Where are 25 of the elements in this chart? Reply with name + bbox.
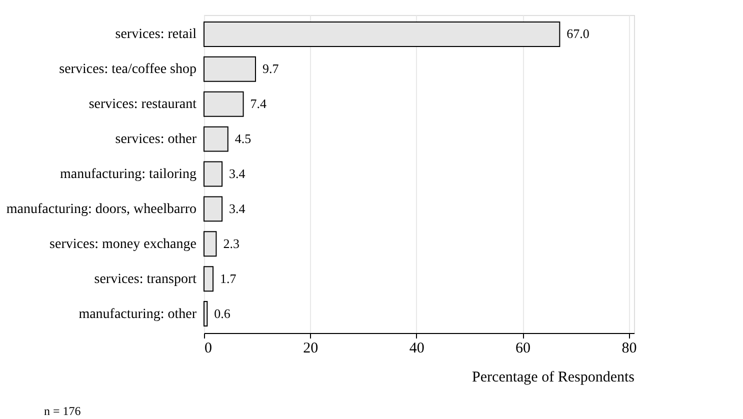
y-tick-label: services: other bbox=[115, 132, 197, 148]
y-tick-label: services: tea/coffee shop bbox=[59, 62, 196, 78]
data-label: 4.5 bbox=[234, 131, 252, 146]
x-tick-label: 80 bbox=[622, 340, 637, 356]
y-tick-label: manufacturing: other bbox=[78, 306, 197, 322]
data-label: 3.4 bbox=[229, 166, 246, 181]
data-label: 7.4 bbox=[250, 96, 268, 112]
x-tick-label: 20 bbox=[303, 340, 318, 356]
data-label: 2.3 bbox=[223, 236, 240, 251]
y-tick-label: services: money exchange bbox=[50, 236, 196, 252]
y-tick-label: services: restaurant bbox=[88, 97, 197, 112]
text: n = 176 bbox=[44, 404, 81, 418]
y-tick-label: manufacturing: tailoring bbox=[60, 167, 196, 182]
data-label: 0.6 bbox=[214, 306, 231, 321]
y-tick-label: manufacturing: doors, wheelbarro bbox=[6, 202, 196, 217]
x-tick-label: 60 bbox=[516, 340, 531, 356]
y-tick-label: services: retail bbox=[115, 27, 197, 42]
data-label: 67.0 bbox=[566, 26, 590, 42]
x-axis-title: Percentage of Respondents bbox=[472, 370, 635, 386]
data-label: 1.7 bbox=[220, 270, 237, 286]
y-tick-label: services: transport bbox=[94, 272, 197, 287]
x-tick-label: 40 bbox=[409, 340, 424, 356]
data-label: 9.7 bbox=[262, 61, 280, 76]
data-label: 3.4 bbox=[229, 200, 246, 216]
x-tick-label: 0 bbox=[204, 340, 212, 356]
